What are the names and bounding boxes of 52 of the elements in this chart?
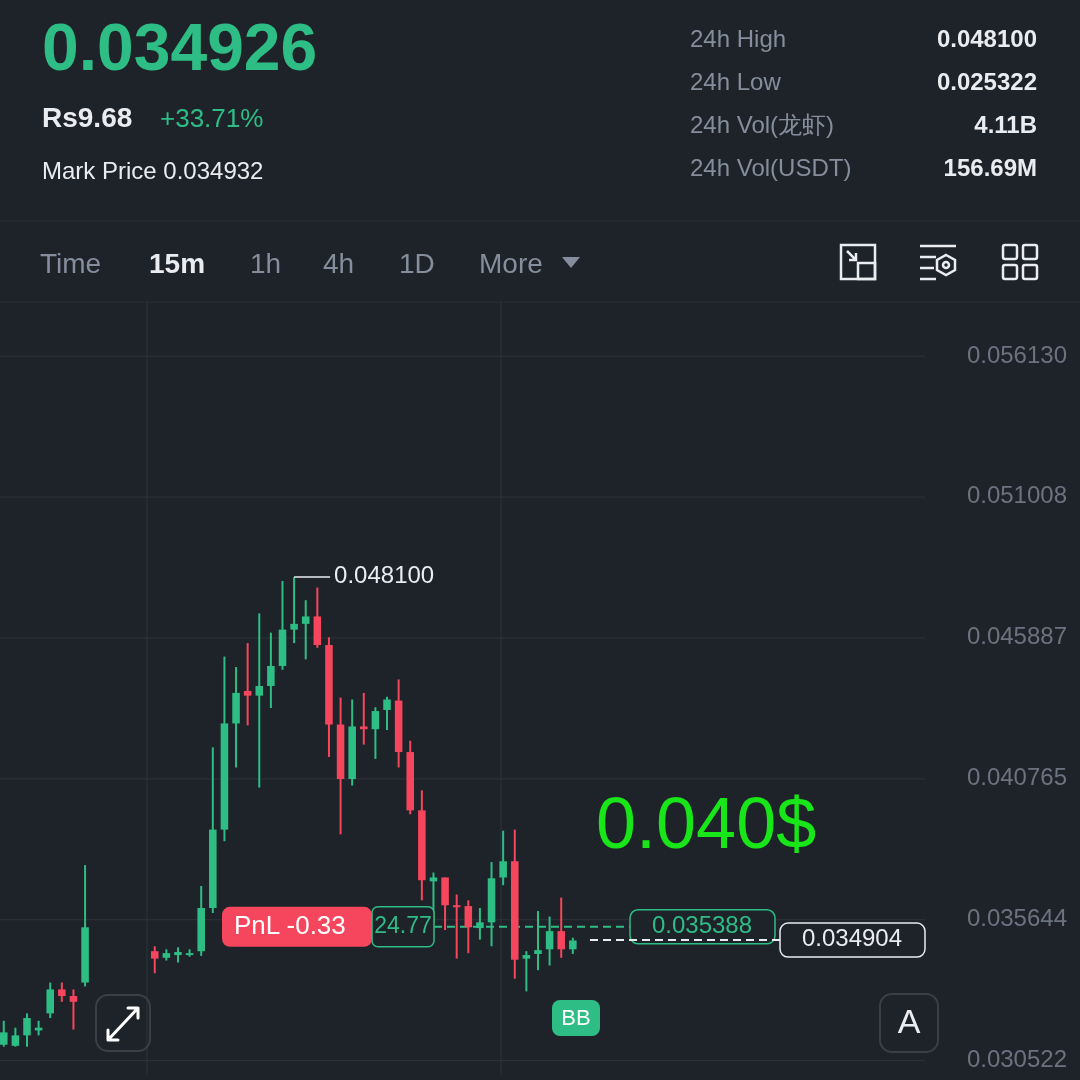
- candlestick: [0, 1019, 8, 1048]
- text: More: [479, 248, 543, 279]
- candlestick: [557, 896, 565, 959]
- y-tick-label: 0.040765: [966, 763, 1067, 791]
- candlestick: [452, 893, 461, 960]
- text: 24h Vol(龙虾): [690, 111, 835, 138]
- text: 24h Low: [690, 68, 782, 95]
- y-tick-label: 0.051008: [966, 481, 1067, 509]
- text: 24h Vol(USDT): [690, 154, 852, 181]
- text: 1h: [250, 248, 282, 279]
- text: 1D: [399, 248, 435, 279]
- text: 0.025322: [936, 68, 1037, 95]
- candlestick: [383, 695, 391, 732]
- text: Rs9.68: [42, 102, 133, 133]
- text: 4h: [323, 248, 355, 279]
- annotation: BB: [561, 1004, 591, 1030]
- candlestick: [11, 1026, 20, 1048]
- candlestick: [243, 642, 252, 727]
- y-tick-label: 0.030522: [966, 1044, 1067, 1072]
- y-tick-label: 0.056130: [966, 340, 1067, 368]
- annotation: 0.048100: [334, 561, 435, 589]
- candlestick: [522, 950, 531, 993]
- chart-title: 0.034926: [42, 10, 318, 84]
- ref-line-label: 0.034904: [801, 924, 903, 952]
- annotation: 0.040$: [596, 783, 817, 863]
- text: +33.71%: [160, 103, 264, 133]
- candlestick: [499, 829, 507, 887]
- annotation: PnL -0.33: [234, 909, 346, 940]
- candlestick: [255, 612, 264, 789]
- candlestick: [58, 981, 66, 1003]
- annotation: 24.77: [374, 911, 432, 938]
- text: 15m: [149, 248, 206, 279]
- y-tick-label: 0.045887: [966, 622, 1067, 650]
- text: 156.69M: [943, 154, 1037, 181]
- ref-line-label: 0.035388: [651, 911, 753, 939]
- text: 0.048100: [936, 25, 1037, 52]
- candlestick: [371, 706, 380, 760]
- candlestick: [464, 899, 473, 955]
- candlestick: [46, 981, 54, 1020]
- candlestick: [69, 988, 78, 1031]
- candlestick: [267, 631, 275, 710]
- y-tick-label: 0.035644: [966, 904, 1067, 932]
- candlestick: [23, 1012, 31, 1048]
- candlestick: [301, 599, 310, 661]
- text: Mark Price 0.034932: [42, 157, 264, 184]
- text: 24h High: [690, 25, 787, 52]
- candlestick: [150, 945, 159, 975]
- text: Time: [40, 248, 102, 279]
- candlestick: [290, 576, 298, 645]
- text: 4.11B: [974, 111, 1037, 138]
- annotation: A: [897, 1001, 921, 1040]
- candlestick: [360, 691, 368, 746]
